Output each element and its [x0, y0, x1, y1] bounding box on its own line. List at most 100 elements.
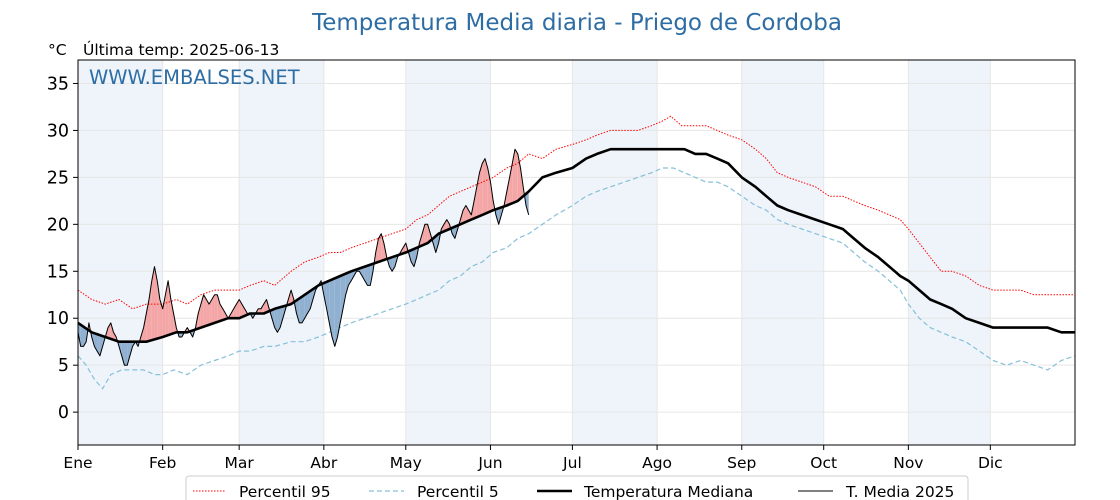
below-median-fill: [525, 191, 529, 215]
y-tick-label: 25: [47, 168, 69, 188]
series-lines: [77, 115, 1076, 390]
unit-label: °C: [48, 41, 67, 59]
p5-line: [77, 167, 1076, 390]
below-median-fill: [351, 270, 354, 281]
x-tick-label: Nov: [893, 454, 923, 472]
below-median-fill: [348, 271, 352, 286]
month-shade-band: [239, 60, 324, 445]
above-median-fill: [378, 233, 382, 262]
above-median-fill: [198, 304, 201, 329]
below-median-fill: [80, 324, 84, 347]
below-median-fill: [127, 341, 130, 366]
above-median-fill: [482, 158, 485, 215]
below-median-fill: [334, 277, 338, 347]
above-median-fill: [468, 210, 472, 221]
below-median-fill: [435, 233, 439, 253]
legend-p95-label: Percentil 95: [239, 483, 331, 500]
above-median-fill: [381, 233, 384, 261]
below-median-fill: [310, 289, 313, 309]
below-median-fill: [433, 236, 436, 253]
above-median-fill: [217, 294, 221, 322]
above-median-fill: [159, 299, 163, 338]
legend-median-label: Temperatura Mediana: [583, 483, 753, 500]
above-median-fill: [170, 299, 174, 335]
below-median-fill: [452, 226, 455, 239]
legend-p5-label: Percentil 5: [417, 483, 499, 500]
below-median-fill: [307, 291, 311, 314]
above-median-fill: [206, 299, 210, 326]
below-median-fill: [332, 278, 335, 347]
above-median-fill: [154, 266, 158, 340]
below-median-fill: [389, 257, 393, 272]
below-median-fill: [277, 307, 281, 333]
above-median-fill: [261, 304, 264, 314]
below-median-fill: [342, 273, 346, 309]
below-median-fill: [498, 207, 502, 225]
month-shade-band: [78, 60, 163, 445]
below-median-fill: [304, 292, 308, 319]
above-median-fill: [515, 149, 518, 203]
below-median-fill: [121, 341, 125, 366]
above-median-fill: [143, 313, 147, 342]
below-median-fill: [280, 306, 283, 328]
below-median-fill: [299, 296, 302, 323]
below-median-fill: [323, 281, 327, 309]
above-median-fill: [165, 280, 169, 337]
x-tick-label: Feb: [149, 454, 176, 472]
above-median-fill: [236, 299, 240, 319]
x-tick-label: Abr: [310, 454, 337, 472]
y-tick-label: 20: [47, 215, 69, 235]
above-median-fill: [509, 163, 513, 205]
below-median-fill: [337, 275, 341, 338]
below-median-fill: [364, 265, 368, 286]
above-median-fill: [403, 243, 406, 254]
last-temp-label: Última temp: 2025-06-13: [83, 40, 279, 59]
y-axis: 0 5 10 15 20 25 30 35: [47, 74, 78, 423]
below-median-fill: [83, 326, 87, 347]
above-median-fill: [239, 299, 242, 319]
below-median-fill: [362, 266, 365, 281]
legend-box: [185, 475, 969, 500]
y-tick-label: 10: [47, 309, 69, 329]
median-line: [77, 147, 1075, 343]
y-tick-label: 0: [58, 403, 69, 423]
below-median-fill: [301, 294, 305, 323]
x-axis: Ene Feb Mar Abr May Jun Jul Ago Sep Oct Nov Dic: [63, 445, 1003, 472]
watermark: WWW.EMBALSES.NET: [89, 66, 300, 89]
month-shade-band: [908, 60, 991, 445]
below-median-fill: [345, 272, 349, 295]
x-tick-label: Sep: [727, 454, 756, 472]
above-median-fill: [484, 158, 488, 214]
x-tick-label: Mar: [225, 454, 255, 472]
month-shade-band: [572, 60, 658, 445]
below-median-fill: [274, 308, 278, 333]
below-median-fill: [367, 264, 371, 286]
x-tick-label: Ene: [63, 454, 92, 472]
y-tick-label: 5: [58, 356, 69, 376]
above-median-fill: [512, 149, 516, 204]
x-tick-label: Oct: [810, 454, 837, 472]
current-year-line: [77, 148, 530, 366]
above-median-fill: [151, 266, 155, 341]
legend: Percentil 95 Percentil 5 Temperatura Med…: [185, 475, 969, 500]
above-median-fill: [506, 177, 510, 206]
month-shade-band: [405, 60, 491, 445]
x-tick-label: Ago: [642, 454, 672, 472]
x-tick-label: Jul: [562, 454, 582, 472]
above-median-fill: [424, 224, 428, 245]
above-median-fill: [214, 294, 218, 323]
legend-current-label: T. Media 2025: [845, 483, 954, 500]
above-median-fill: [211, 294, 215, 324]
x-tick-label: May: [390, 454, 422, 472]
above-median-fill: [474, 186, 477, 219]
month-shading: [78, 60, 991, 445]
above-median-fill: [422, 224, 425, 246]
y-tick-label: 30: [47, 121, 69, 141]
above-median-fill: [230, 308, 234, 319]
below-median-fill: [413, 247, 417, 267]
above-median-fill: [446, 219, 450, 231]
x-tick-label: Dic: [978, 454, 1003, 472]
above-median-fill: [444, 219, 447, 232]
below-median-fill: [99, 335, 103, 356]
